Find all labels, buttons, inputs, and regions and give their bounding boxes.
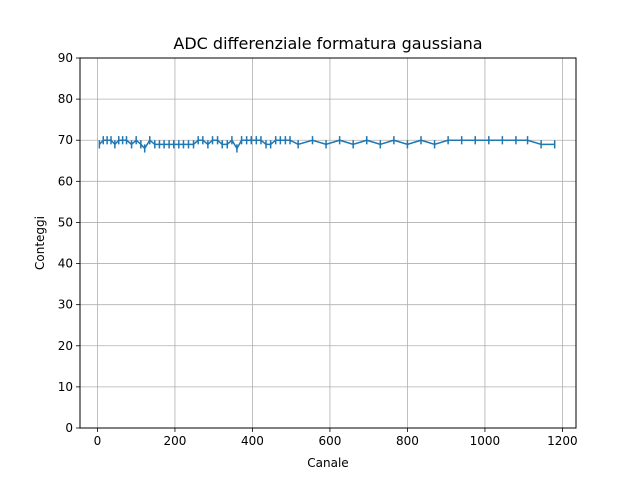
- x-tick-label: 400: [241, 434, 264, 448]
- x-axis-ticks: 0 200 400 600 800 1000 1200: [94, 428, 578, 448]
- x-tick-label: 600: [318, 434, 341, 448]
- x-tick-label: 1000: [470, 434, 501, 448]
- y-axis-ticks: 0 10 20 30 40 50 60 70 80 90: [58, 51, 80, 435]
- y-tick-label: 50: [58, 215, 73, 229]
- x-tick-label: 0: [94, 434, 102, 448]
- y-tick-label: 40: [58, 257, 73, 271]
- series-layer: [98, 136, 556, 153]
- y-tick-label: 70: [58, 133, 73, 147]
- y-tick-label: 80: [58, 92, 73, 106]
- chart-title: ADC differenziale formatura gaussiana: [173, 34, 482, 53]
- y-tick-label: 20: [58, 339, 73, 353]
- y-tick-label: 60: [58, 174, 73, 188]
- x-tick-label: 800: [396, 434, 419, 448]
- y-tick-label: 0: [65, 421, 73, 435]
- y-tick-label: 90: [58, 51, 73, 65]
- x-tick-label: 200: [163, 434, 186, 448]
- x-axis-label: Canale: [307, 456, 348, 470]
- plot-frame: [79, 57, 577, 429]
- y-tick-label: 30: [58, 298, 73, 312]
- x-tick-label: 1200: [547, 434, 578, 448]
- y-tick-label: 10: [58, 380, 73, 394]
- y-axis-label: Conteggi: [33, 216, 47, 270]
